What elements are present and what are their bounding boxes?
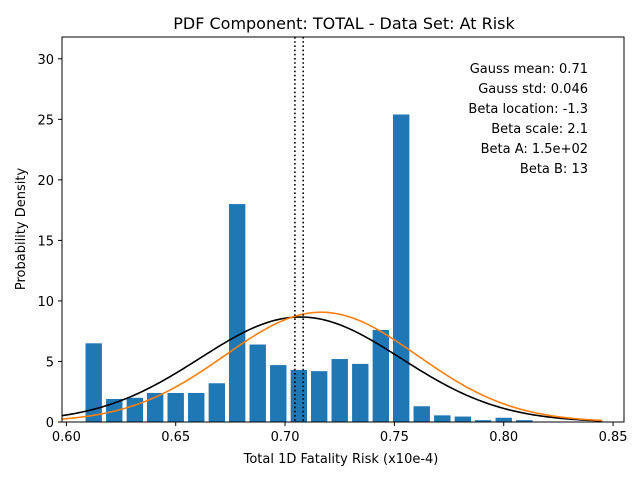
y-tick-label: 0 — [46, 416, 54, 431]
fit-parameter-annotation: Gauss mean: 0.71 — [470, 62, 588, 77]
fit-parameter-annotation: Gauss std: 0.046 — [478, 82, 588, 97]
histogram-bar — [495, 417, 512, 422]
histogram-bar — [188, 392, 205, 422]
histogram-bar — [413, 406, 430, 422]
histogram-bar — [167, 392, 184, 422]
y-tick-label: 5 — [46, 355, 54, 370]
histogram-bar — [372, 329, 390, 422]
y-tick-label: 15 — [37, 234, 54, 249]
histogram-bar — [208, 383, 226, 422]
histogram-bar — [290, 369, 308, 422]
axes-frame — [61, 36, 625, 423]
x-tick-label: 0.70 — [271, 430, 300, 445]
histogram-bar — [474, 420, 492, 422]
y-tick-label: 10 — [37, 295, 54, 310]
y-axis-label: Probability Density — [14, 168, 29, 291]
x-axis-label: Total 1D Fatality Risk (x10e-4) — [243, 452, 439, 467]
histogram-bar — [454, 416, 472, 422]
x-tick-label: 0.85 — [599, 430, 628, 445]
histogram-bar — [516, 420, 533, 422]
fit-parameter-annotation: Beta B: 13 — [520, 162, 588, 177]
fit-parameter-annotation: Beta A: 1.5e+02 — [481, 142, 588, 157]
histogram-bar — [310, 371, 328, 422]
y-tick-label: 20 — [37, 174, 54, 189]
chart-title: PDF Component: TOTAL - Data Set: At Risk — [173, 14, 515, 33]
fit-parameter-annotation: Beta scale: 2.1 — [491, 122, 588, 137]
plot-area: 0.60 0.65 0.70 0.75 0.80 0.85 0 5 10 15 20 25 30 Gaus… — [37, 36, 628, 445]
histogram-bar — [85, 343, 102, 422]
beta-fit-line — [61, 311, 603, 422]
histogram-bar — [126, 397, 144, 422]
histogram-bar — [434, 415, 451, 422]
y-tick-label: 25 — [37, 113, 54, 128]
histogram-bar — [352, 363, 369, 422]
histogram-bar — [331, 359, 348, 422]
histogram-bar — [392, 114, 410, 422]
x-tick-label: 0.75 — [380, 430, 409, 445]
fit-parameter-annotation: Beta location: -1.3 — [468, 102, 588, 117]
histogram-bar — [146, 392, 164, 422]
histogram-bar — [249, 344, 266, 422]
x-tick-label: 0.60 — [52, 430, 81, 445]
x-tick-label: 0.80 — [489, 430, 518, 445]
y-tick-label: 30 — [37, 53, 54, 68]
histogram-bar — [270, 365, 287, 422]
gauss-fit-line — [61, 316, 603, 422]
histogram-bar — [228, 204, 246, 422]
x-tick-label: 0.65 — [161, 430, 190, 445]
